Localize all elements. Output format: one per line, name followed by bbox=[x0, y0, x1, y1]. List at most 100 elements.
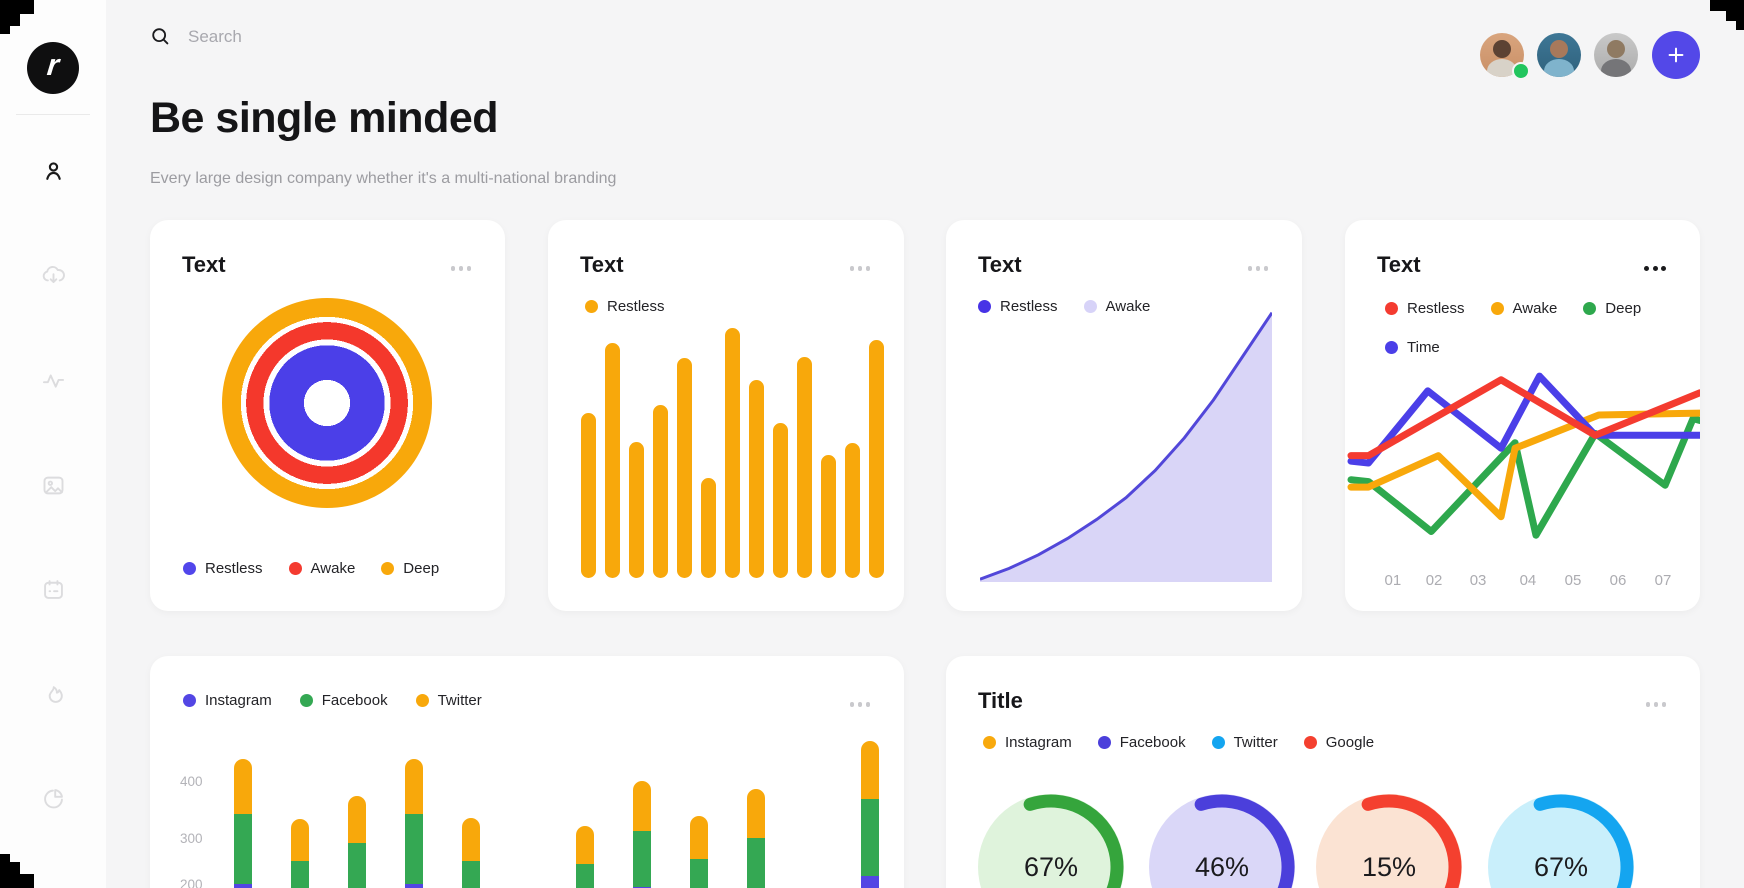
legend-label: Restless bbox=[205, 560, 263, 577]
stacked-bar bbox=[462, 818, 480, 888]
legend-label: Twitter bbox=[437, 692, 482, 709]
legend-item: Restless bbox=[585, 298, 665, 315]
gauge: 67% bbox=[978, 794, 1124, 888]
legend-label: Instagram bbox=[205, 692, 272, 709]
calendar-icon bbox=[43, 579, 63, 599]
legend-item: Awake bbox=[1083, 298, 1151, 315]
stacked-bar bbox=[234, 759, 252, 888]
card-menu-button[interactable] bbox=[1644, 266, 1666, 271]
plus-icon bbox=[1668, 47, 1684, 63]
card-lines: Text Restless Awake Deep Time 01 02 03 04 05 06 0… bbox=[1345, 220, 1700, 611]
legend: Instagram Facebook Twitter Google bbox=[983, 734, 1374, 751]
corner-decoration bbox=[1726, 11, 1744, 21]
avatar-figure bbox=[1607, 40, 1625, 58]
card-gauges: Title Instagram Facebook Twitter Google 67%… bbox=[946, 656, 1700, 888]
bar-chart bbox=[581, 326, 884, 578]
app-logo[interactable]: r bbox=[27, 42, 79, 94]
sidebar-item-downloads[interactable] bbox=[33, 256, 73, 296]
legend: Restless bbox=[585, 298, 665, 315]
stacked-bar-segment bbox=[348, 843, 366, 888]
legend-label: Facebook bbox=[321, 692, 388, 709]
legend-item: Twitter bbox=[415, 692, 482, 709]
x-axis-labels: 01 02 03 04 05 06 07 bbox=[1351, 572, 1700, 592]
stacked-bar-segment bbox=[633, 830, 651, 887]
stacked-bar bbox=[348, 796, 366, 888]
card-title: Text bbox=[182, 252, 226, 277]
x-axis-label: 01 bbox=[1384, 572, 1402, 589]
legend-item: Deep bbox=[1583, 300, 1641, 317]
stacked-bar-segment bbox=[234, 883, 252, 888]
legend-dot bbox=[1097, 736, 1111, 749]
avatar[interactable] bbox=[1537, 33, 1581, 77]
gauge: 15% bbox=[1316, 794, 1462, 888]
card-menu-button[interactable] bbox=[1645, 702, 1666, 707]
stacked-bar bbox=[690, 816, 708, 888]
stacked-bar-segment bbox=[462, 861, 480, 888]
card-title: Text bbox=[580, 252, 624, 277]
stacked-bar-segment bbox=[747, 789, 765, 838]
activity-icon bbox=[42, 373, 64, 388]
legend-dot bbox=[288, 562, 302, 575]
legend: Restless Awake Deep Time bbox=[1385, 300, 1685, 356]
bar bbox=[677, 358, 692, 578]
card-menu-button[interactable] bbox=[450, 266, 471, 271]
stacked-bar-segment bbox=[348, 796, 366, 844]
legend-dot bbox=[415, 694, 429, 707]
stacked-bar-segment bbox=[861, 740, 879, 800]
corner-decoration bbox=[0, 14, 20, 26]
corner-decoration bbox=[0, 874, 34, 888]
legend-item: Restless bbox=[1385, 300, 1465, 317]
legend: Instagram Facebook Twitter bbox=[183, 692, 482, 709]
sidebar-item-user[interactable] bbox=[33, 151, 73, 191]
card-menu-button[interactable] bbox=[849, 702, 870, 707]
sidebar-item-activity[interactable] bbox=[33, 360, 73, 400]
legend-dot bbox=[299, 694, 313, 707]
online-status-dot bbox=[1512, 62, 1530, 80]
legend-dot bbox=[1211, 736, 1225, 749]
legend-item: Facebook bbox=[299, 692, 388, 709]
avatar-figure bbox=[1601, 59, 1631, 77]
legend-label: Awake bbox=[1512, 300, 1558, 317]
bar bbox=[821, 455, 836, 578]
bar bbox=[797, 357, 812, 578]
avatar-figure bbox=[1493, 40, 1511, 58]
sidebar-item-stats[interactable] bbox=[33, 778, 73, 818]
bar bbox=[773, 423, 788, 578]
page-subtitle: Every large design company whether it's … bbox=[150, 170, 617, 187]
legend-item: Time bbox=[1385, 339, 1440, 356]
legend-item: Restless bbox=[183, 560, 263, 577]
avatar-figure bbox=[1550, 40, 1568, 58]
search-bar bbox=[150, 26, 570, 48]
sidebar-item-calendar[interactable] bbox=[33, 569, 73, 609]
legend-label: Awake bbox=[1105, 298, 1151, 315]
stacked-bar bbox=[861, 740, 879, 888]
search-input[interactable] bbox=[186, 26, 530, 48]
search-icon bbox=[152, 28, 169, 45]
card-menu-button[interactable] bbox=[849, 266, 870, 271]
user-icon bbox=[45, 161, 61, 180]
legend-label: Awake bbox=[310, 560, 356, 577]
legend-dot bbox=[978, 300, 991, 313]
card-menu-button[interactable] bbox=[1247, 266, 1268, 271]
flame-icon bbox=[48, 685, 63, 703]
legend-item: Facebook bbox=[1097, 734, 1186, 751]
legend-label: Restless bbox=[607, 298, 665, 315]
gauge: 46% bbox=[1149, 794, 1295, 888]
sidebar-item-images[interactable] bbox=[33, 465, 73, 505]
stacked-bar-segment bbox=[633, 886, 651, 888]
stacked-bar-segment bbox=[690, 859, 708, 888]
legend-item: Awake bbox=[1490, 300, 1558, 317]
sidebar-item-trending[interactable] bbox=[33, 674, 73, 714]
add-button[interactable] bbox=[1652, 31, 1700, 79]
legend-dot bbox=[1303, 736, 1317, 749]
corner-decoration bbox=[0, 0, 34, 14]
gauge-value: 15% bbox=[1361, 851, 1417, 882]
stacked-bar-segment bbox=[576, 826, 594, 865]
legend-dot bbox=[1385, 341, 1398, 354]
card-bars: Text Restless bbox=[548, 220, 904, 611]
bar bbox=[581, 413, 596, 578]
avatar[interactable] bbox=[1594, 33, 1638, 77]
donut-rings-chart bbox=[222, 298, 432, 508]
stacked-bar-segment bbox=[291, 861, 309, 888]
legend-dot bbox=[1490, 302, 1504, 315]
